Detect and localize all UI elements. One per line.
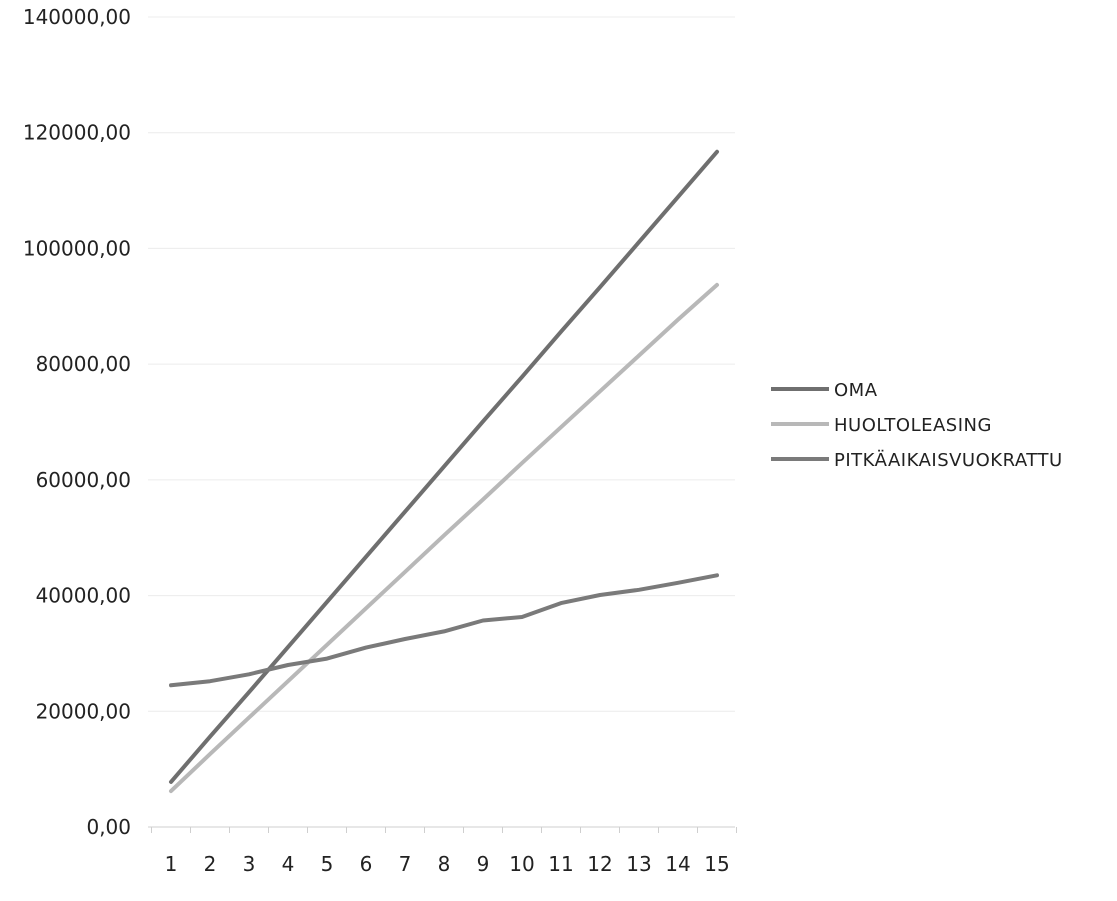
x-tick-label: 2: [204, 852, 217, 876]
legend-label: OMA: [834, 380, 878, 401]
x-tick-label: 4: [282, 852, 295, 876]
x-tick-label: 1: [165, 852, 178, 876]
x-tick-label: 6: [360, 852, 373, 876]
y-tick-label: 0,00: [86, 815, 131, 839]
y-tick-label: 20000,00: [36, 699, 131, 723]
x-tick-label: 8: [438, 852, 451, 876]
y-tick-label: 120000,00: [23, 121, 131, 145]
x-tick-label: 11: [548, 852, 573, 876]
x-tick-label: 5: [321, 852, 334, 876]
x-tick-label: 9: [477, 852, 490, 876]
axes: [148, 826, 737, 833]
x-axis-tick-labels: 1 2 3 4 5 6 7 8 9 10 11 12 13 14 15: [165, 852, 730, 876]
y-tick-label: 100000,00: [23, 236, 131, 260]
series-line-3: [169, 573, 719, 688]
y-tick-label: 140000,00: [23, 5, 131, 29]
gridlines: [148, 16, 735, 712]
x-tick-label: 10: [509, 852, 534, 876]
legend-label: HUOLTOLEASING: [834, 415, 992, 436]
series-line-2: [169, 282, 719, 794]
x-tick-label: 15: [704, 852, 729, 876]
series-lines: [169, 149, 719, 794]
y-tick-label: 60000,00: [36, 468, 131, 492]
x-tick-label: 7: [399, 852, 412, 876]
y-tick-label: 40000,00: [36, 584, 131, 608]
x-tick-label: 14: [665, 852, 690, 876]
x-tick-label: 13: [626, 852, 651, 876]
y-axis-tick-labels: 0,00 20000,00 40000,00 60000,00 80000,00 1000…: [23, 5, 131, 839]
legend-label: PITKÄAIKAISVUOKRATTU: [834, 450, 1063, 471]
x-tick-label: 3: [243, 852, 256, 876]
legend: OMA HUOLTOLEASING PITKÄAIKAISVUOKRATTU: [771, 380, 1063, 471]
y-tick-label: 80000,00: [36, 352, 131, 376]
x-tick-label: 12: [587, 852, 612, 876]
series-line-1: [169, 149, 719, 784]
